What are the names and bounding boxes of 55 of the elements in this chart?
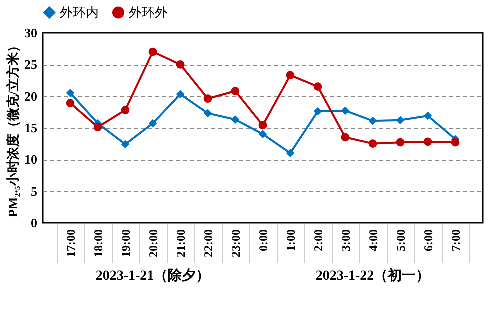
y-tick-label: 25 (24, 57, 38, 72)
point (121, 140, 130, 149)
point (176, 60, 185, 69)
point (66, 99, 75, 108)
point (314, 107, 322, 116)
x-tick-label: 4:00 (366, 230, 380, 252)
point (424, 112, 432, 120)
point (314, 82, 322, 92)
x-tick-label: 23:00 (229, 230, 243, 258)
x-tick-label: 20:00 (146, 230, 160, 258)
point (258, 130, 268, 139)
x-tick-label: 18:00 (92, 230, 106, 258)
y-tick-label: 0 (31, 216, 38, 230)
point (286, 149, 295, 158)
point (204, 94, 212, 104)
point (396, 138, 405, 147)
point (341, 106, 350, 116)
x-tick-label: 21:00 (174, 230, 188, 258)
point (231, 87, 240, 96)
point (94, 123, 102, 132)
point (148, 119, 158, 128)
point (341, 133, 350, 142)
point (368, 140, 378, 148)
point (286, 71, 295, 80)
point (396, 116, 405, 125)
x-tick-label: 2:00 (312, 230, 326, 252)
point (121, 106, 130, 114)
x-tick-label: 17:00 (64, 230, 78, 258)
text: 2023-1-22（初一） (316, 267, 430, 284)
x-tick-label: 0:00 (256, 230, 270, 252)
point (204, 109, 212, 118)
legend-label: 外环内 (60, 4, 99, 20)
x-tick-label: 7:00 (449, 230, 463, 252)
y-tick-label: 20 (24, 88, 38, 104)
x-tick-label: 5:00 (394, 230, 408, 252)
y-tick-label: 30 (24, 26, 38, 40)
y-tick-label: 15 (24, 120, 38, 136)
point (424, 138, 432, 146)
point (258, 121, 268, 130)
text: 2023-1-21（除夕） (96, 268, 210, 284)
y-axis-title: PM₂.₅小时浓度（微克/立方米） (6, 40, 20, 218)
point (176, 90, 185, 99)
y-tick-label: 10 (24, 152, 38, 168)
y-tick-label: 5 (31, 184, 38, 199)
point (66, 88, 75, 98)
x-tick-label: 6:00 (422, 230, 436, 252)
point (368, 116, 378, 126)
x-tick-label: 3:00 (339, 230, 353, 252)
x-tick-label: 19:00 (119, 230, 133, 258)
point (148, 48, 158, 56)
point (451, 138, 460, 147)
x-tick-label: 22:00 (202, 230, 216, 258)
point (231, 116, 240, 124)
x-tick-label: 1:00 (284, 230, 298, 252)
legend-label: 外环外 (129, 4, 168, 20)
